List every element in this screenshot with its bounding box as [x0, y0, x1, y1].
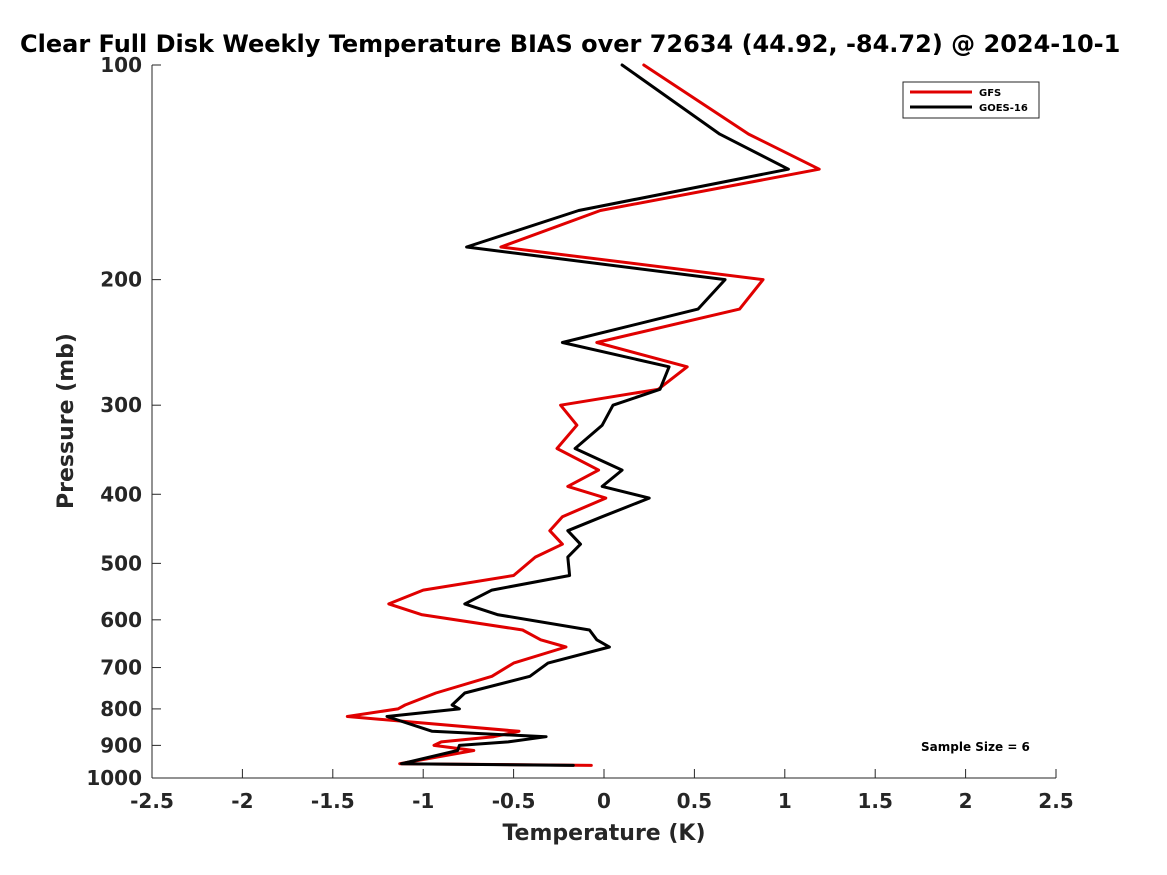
- y-tick-label: 300: [100, 393, 142, 417]
- legend-label-gfs: GFS: [979, 88, 1001, 99]
- x-tick-label: -2: [231, 789, 253, 813]
- legend-label-goes16: GOES-16: [979, 103, 1028, 114]
- legend: GFS GOES-16: [902, 81, 1040, 119]
- x-tick-label: -0.5: [492, 789, 536, 813]
- x-tick-label: -1.5: [311, 789, 355, 813]
- y-tick-label: 700: [100, 656, 142, 680]
- y-tick-label: 400: [100, 482, 142, 506]
- x-tick-label: -1: [412, 789, 434, 813]
- y-tick-label: 1000: [86, 766, 142, 790]
- chart-title: Clear Full Disk Weekly Temperature BIAS …: [20, 30, 1120, 58]
- x-tick-label: 1.5: [857, 789, 892, 813]
- x-axis-label: Temperature (K): [502, 821, 705, 846]
- series-layer: [345, 63, 821, 767]
- y-axis-label: Pressure (mb): [54, 333, 79, 509]
- legend-box: [902, 81, 1040, 119]
- x-axis: -2.5 -2 -1.5 -1 -0.5 0 0.5 1 1.5 2 2.5: [130, 769, 1074, 813]
- x-tick-label: 2: [959, 789, 973, 813]
- y-tick-label: 800: [100, 697, 142, 721]
- y-tick-label: 500: [100, 551, 142, 575]
- series-line-gfs: [345, 63, 821, 767]
- y-tick-label: 100: [100, 53, 142, 77]
- x-tick-label: 0.5: [677, 789, 712, 813]
- x-tick-label: 2.5: [1038, 789, 1073, 813]
- y-tick-label: 600: [100, 608, 142, 632]
- y-axis: 100 200 300 400 500 600 700 800 900 1000: [86, 53, 161, 790]
- x-tick-label: 1: [778, 789, 792, 813]
- y-tick-label: 200: [100, 268, 142, 292]
- x-tick-label: 0: [597, 789, 611, 813]
- y-tick-label: 900: [100, 733, 142, 757]
- sample-size-annotation: Sample Size = 6: [921, 740, 1030, 754]
- series-line-goes-16: [385, 63, 790, 767]
- x-tick-label: -2.5: [130, 789, 174, 813]
